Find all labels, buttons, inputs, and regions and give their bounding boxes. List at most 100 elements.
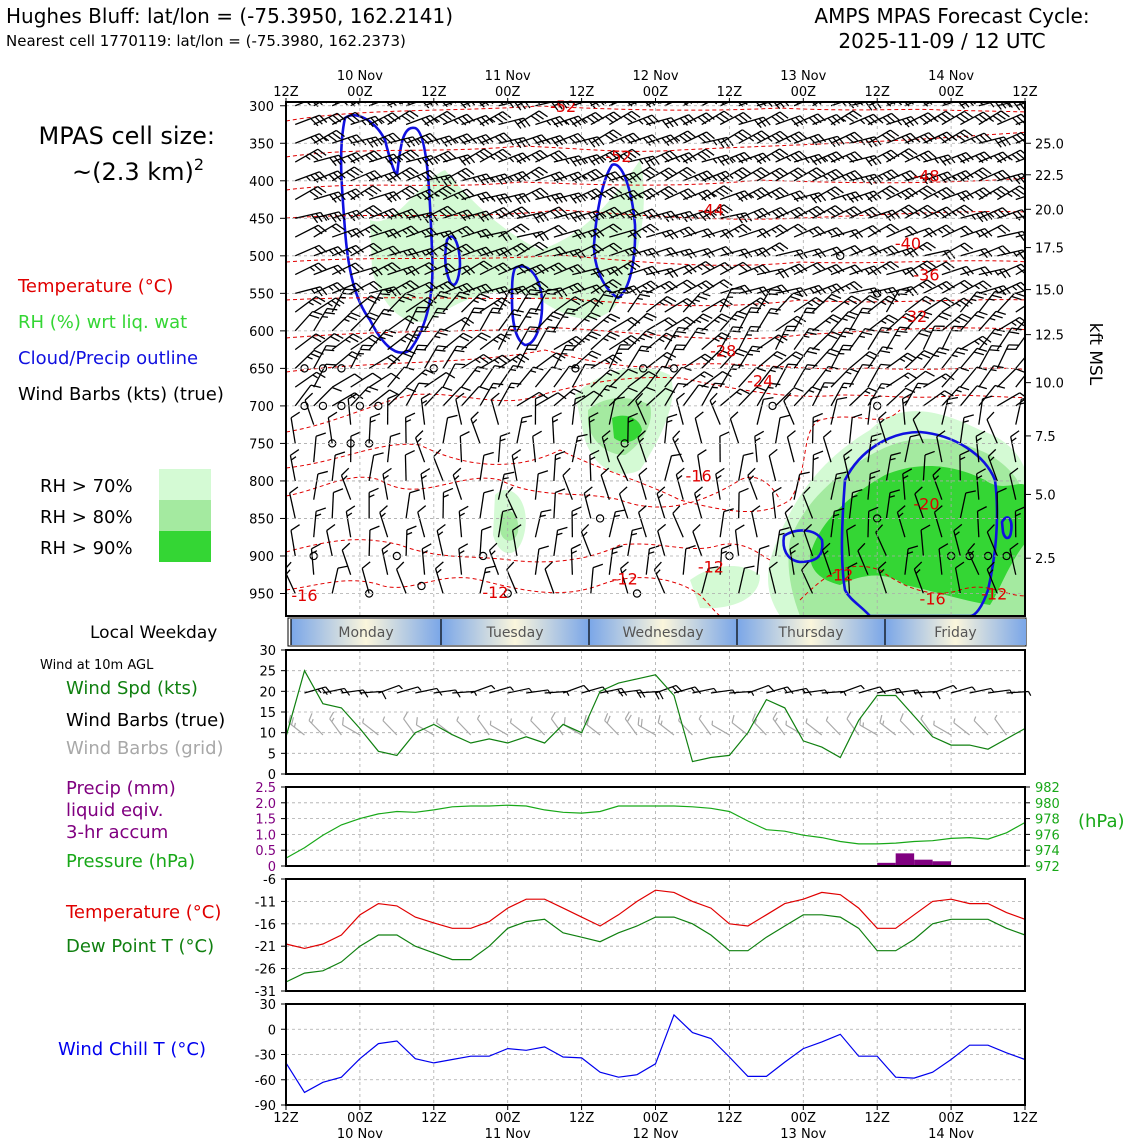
- wind-barb: [719, 111, 752, 126]
- wind-barb: [331, 244, 365, 257]
- wind-barb: [701, 204, 733, 219]
- cross-section-fills: [286, 102, 1025, 616]
- grid-wind-barb: [731, 714, 749, 736]
- true-wind-barb: [877, 687, 905, 696]
- wind-barb: [627, 527, 643, 557]
- wind-barb: [756, 167, 789, 182]
- bottom-hour-label: 12Z: [864, 1111, 890, 1126]
- weekday-label: Friday: [934, 625, 976, 641]
- wind-barb: [1015, 152, 1025, 163]
- y-tick-label: 15: [259, 706, 276, 721]
- legend-rh: RH (%) wrt liq. wat: [18, 312, 187, 333]
- wind-barb: [904, 329, 932, 351]
- grid-wind-barb: [751, 713, 767, 736]
- wind-barb: [867, 469, 881, 500]
- isotherm-label: -32: [901, 307, 927, 326]
- wind-barb: [694, 486, 703, 519]
- isotherm-16: [286, 476, 781, 508]
- wind-barb: [701, 228, 734, 239]
- wind-barb: [553, 155, 586, 167]
- true-wind-barb: [636, 690, 664, 700]
- wind-barb: [350, 280, 383, 294]
- wind-barb: [461, 246, 494, 257]
- wind-barb: [590, 369, 620, 388]
- y-tick-label: -31: [255, 985, 276, 1000]
- wind-barb: [775, 206, 808, 219]
- wind-barb: [975, 430, 986, 463]
- wind-barb: [959, 310, 988, 332]
- grid-wind-barb: [403, 711, 416, 736]
- wind-barb: [830, 151, 863, 163]
- wind-barb: [331, 262, 364, 276]
- wind-barb: [904, 150, 937, 163]
- wind-barb: [498, 136, 531, 149]
- wind-barb: [682, 131, 715, 144]
- isotherm-label: -44: [698, 200, 724, 219]
- wind-barb: [532, 430, 542, 463]
- y-tick-label: -16: [255, 918, 276, 933]
- wind-barb: [793, 327, 820, 351]
- wind-barb: [978, 224, 1011, 238]
- wind-barb: [812, 330, 841, 351]
- grid-wind-barb: [308, 713, 324, 736]
- wind-speed-y-axis: 0 5 10 15 20 25 30: [259, 644, 286, 783]
- bottom-date-label: 11 Nov: [485, 1127, 531, 1140]
- true-wind-barb: [341, 689, 369, 698]
- wind-barb: [506, 561, 518, 594]
- wind-barb: [830, 382, 854, 407]
- true-wind-barb: [840, 684, 865, 694]
- wind-barb: [379, 505, 389, 538]
- wind-barb: [368, 191, 402, 203]
- wind-barb: [294, 349, 324, 369]
- wind-barb: [938, 543, 949, 575]
- wind-barb: [812, 205, 844, 219]
- y-tick-label: -21: [255, 940, 276, 955]
- wind-barb: [417, 505, 427, 538]
- wind-barb: [461, 102, 494, 108]
- wind-barb: [590, 129, 622, 144]
- wind-barb: [793, 133, 827, 146]
- wind-barb: [701, 110, 733, 126]
- forecast-cycle-time: 2025-11-09 / 12 UTC: [838, 29, 1045, 53]
- wind-barb: [498, 171, 531, 183]
- wind-barb: [294, 244, 328, 257]
- isotherm-36: [286, 297, 1025, 307]
- wind-barb: [289, 486, 299, 519]
- pressure-tick-label: 550: [249, 287, 274, 302]
- wind-barb: [1015, 297, 1025, 313]
- wind-barb: [867, 506, 879, 538]
- bottom-date-label: 12 Nov: [632, 1127, 678, 1140]
- pressure-tick-label: 400: [249, 175, 274, 190]
- top-time-axis: 12Z 00Z 12Z 00Z 12Z 00Z 12Z 00Z 12Z 00Z 12Z 10 Nov 1…: [273, 69, 1038, 102]
- wind-barb: [959, 385, 987, 407]
- wind-barb: [368, 372, 400, 388]
- wind-speed-panel: 0 5 10 15 20 25 30: [259, 644, 1032, 783]
- wind-barb: [747, 467, 758, 500]
- wind-barb: [601, 430, 611, 463]
- top-hour-label: 00Z: [938, 85, 964, 100]
- wind-barb: [812, 186, 844, 201]
- top-hour-label: 00Z: [643, 85, 669, 100]
- wind-barb: [682, 261, 715, 276]
- wind-barb: [738, 264, 771, 276]
- wind-barb: [996, 292, 1025, 313]
- wind-barb: [954, 561, 965, 594]
- wind-barb: [886, 132, 919, 145]
- temperature-panel: -31 -26 -21 -16 -11 -6: [255, 873, 1026, 1000]
- pressure-tick-label: 950: [249, 587, 274, 602]
- grid-wind-barb: [920, 714, 934, 736]
- wind-barb: [368, 112, 401, 126]
- wind-barb: [405, 326, 429, 350]
- wind-barb: [923, 297, 955, 313]
- wind-barb: [904, 370, 935, 388]
- wind-barb: [609, 102, 642, 107]
- wind-barb: [497, 309, 524, 332]
- wind-barb: [442, 167, 475, 182]
- rh-90-label: RH > 90%: [40, 538, 133, 559]
- wind-barb: [978, 268, 1011, 279]
- wind-barb: [294, 384, 322, 407]
- wind-barb: [627, 412, 638, 444]
- precip-y-axis: 00.51.01.52.02.5: [255, 781, 286, 875]
- wind-barb: [497, 432, 511, 463]
- grid-wind-barb: [846, 711, 860, 736]
